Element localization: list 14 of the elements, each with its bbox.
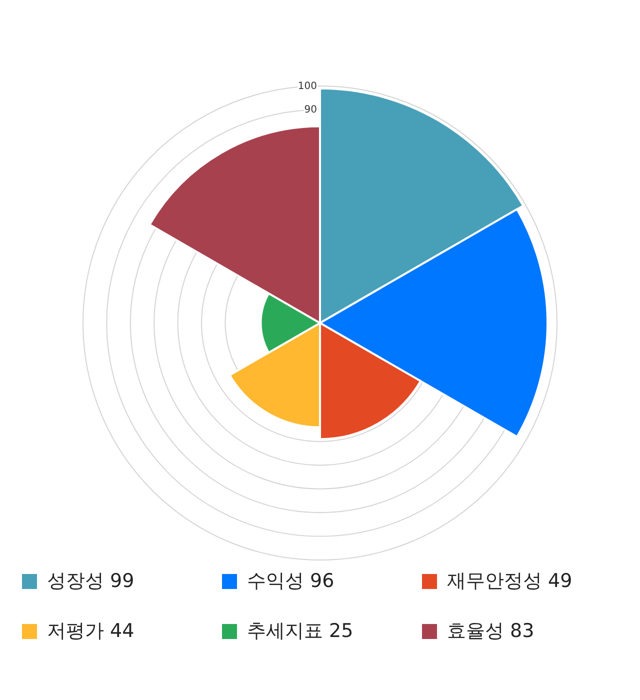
category-label: 저평가 xyxy=(47,619,104,644)
text: 100 xyxy=(298,81,317,92)
data-label: 25 xyxy=(329,620,354,642)
data-label: 83 xyxy=(510,620,534,642)
data-label: 44 xyxy=(110,620,134,642)
data-label: 99 xyxy=(110,570,134,592)
category-label: 재무안정성 xyxy=(447,569,542,594)
category-label: 수익성 xyxy=(247,569,304,594)
category-label: 성장성 xyxy=(47,569,104,594)
data-label: 96 xyxy=(310,570,334,592)
category-label: 효율성 xyxy=(447,619,504,644)
text: 90 xyxy=(304,104,317,116)
category-label: 추세지표 xyxy=(247,619,323,644)
data-label: 49 xyxy=(548,570,572,592)
